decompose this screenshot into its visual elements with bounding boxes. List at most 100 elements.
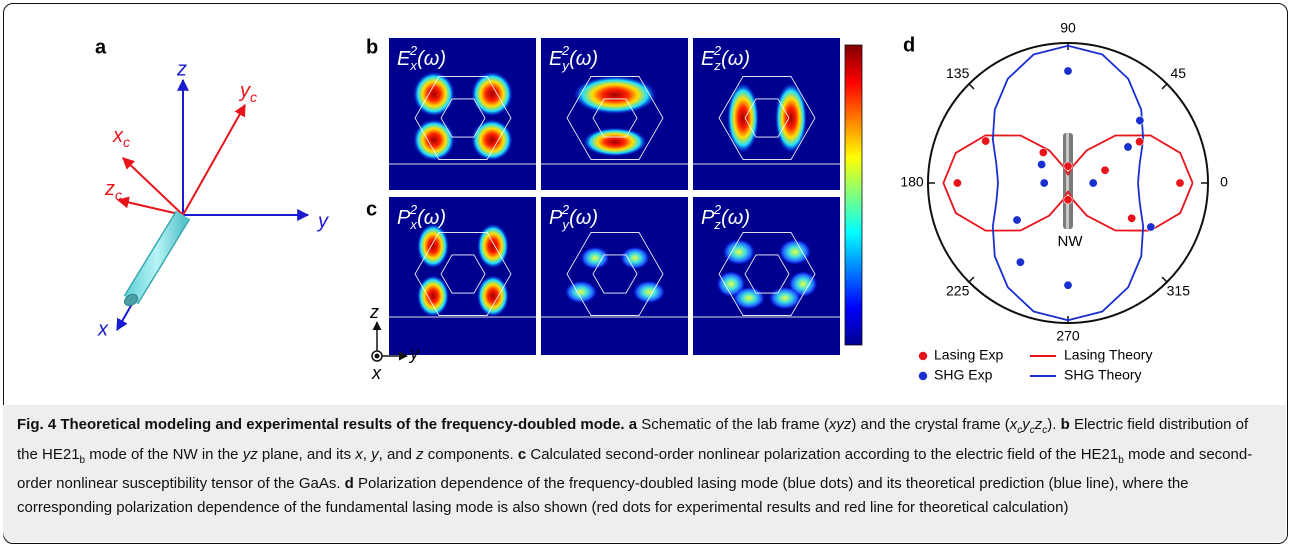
axis-label-base: z (104, 178, 115, 200)
map-label-arg: (ω) (721, 48, 750, 70)
caption-text: ) and the crystal frame ( (851, 416, 1009, 433)
map-label-arg: (ω) (417, 207, 446, 229)
map-label-arg: (ω) (569, 48, 598, 70)
panel-label: b (366, 36, 378, 58)
colorbar (845, 45, 862, 345)
page: Fig. 4 Theoretical modeling and experime… (0, 0, 1293, 548)
field-hotspot (633, 281, 665, 303)
axis-label-sub: c (123, 134, 130, 150)
caption: Fig. 4 Theoretical modeling and experime… (17, 413, 1272, 519)
axis-label: z (369, 302, 379, 322)
caption-text: ). (1047, 416, 1060, 433)
angle-tick-label: 90 (1060, 20, 1076, 36)
angle-tick (1162, 84, 1167, 89)
nanowire-image (1066, 133, 1069, 229)
field-hotspot (723, 239, 755, 265)
legend-label: Lasing Theory (1064, 347, 1152, 363)
data-point (1039, 148, 1047, 156)
field-hotspot (779, 239, 811, 265)
axis-label: y (408, 343, 420, 363)
field-hotspot (583, 128, 647, 157)
data-point (1127, 214, 1135, 222)
data-point (981, 137, 989, 145)
caption-text: xyz (829, 416, 852, 433)
caption-label: d (345, 475, 354, 492)
axis-label: y (316, 210, 329, 232)
caption-text: , and (379, 446, 417, 463)
field-hotspot (621, 247, 650, 269)
data-point (1101, 166, 1109, 174)
map-label: Ex2(ω) (397, 43, 446, 73)
map-label: Py2(ω) (549, 202, 598, 232)
data-point (1064, 162, 1072, 170)
out-of-plane-marker (375, 354, 379, 358)
legend-label: Lasing Exp (934, 347, 1003, 363)
data-point (953, 179, 961, 187)
panel-label: c (366, 198, 377, 220)
caption-text: x (355, 446, 363, 463)
caption-box: Fig. 4 Theoretical modeling and experime… (3, 405, 1286, 542)
field-hotspot (417, 275, 449, 317)
field-hotspot (565, 281, 597, 303)
caption-text: plane, and its (258, 446, 356, 463)
data-point (1176, 179, 1184, 187)
map-label-arg: (ω) (569, 207, 598, 229)
data-point (1064, 281, 1072, 289)
data-point (1147, 223, 1155, 231)
panel-label: a (95, 36, 107, 58)
angle-tick-label: 135 (946, 65, 970, 81)
caption-text: , (363, 446, 371, 463)
axis-label: xc (112, 125, 130, 149)
axis-label: x (371, 363, 382, 383)
field-maps: Ex2(ω)Ey2(ω)Ez2(ω)Px2(ω)Py2(ω)Pz2(ω) (389, 38, 840, 355)
lab-axes (117, 80, 308, 330)
legend-marker (919, 372, 927, 380)
data-point (1064, 67, 1072, 75)
axis-label-sub: c (115, 187, 122, 203)
data-point (1037, 160, 1045, 168)
data-point (1089, 179, 1097, 187)
axis-label: z (176, 58, 187, 80)
angle-tick-label: 270 (1056, 328, 1080, 344)
caption-text: y (371, 446, 379, 463)
nanowire (131, 215, 183, 300)
data-point (1124, 143, 1132, 151)
axis-label: yc (238, 80, 257, 104)
caption-label: a (629, 416, 637, 433)
data-point (1013, 216, 1021, 224)
axis-arrow (123, 158, 183, 215)
map-label: Ez2(ω) (701, 43, 750, 73)
map-label-arg: (ω) (721, 207, 750, 229)
axis-arrow (183, 105, 245, 215)
axis-label: x (97, 318, 109, 340)
map-label: Px2(ω) (397, 202, 446, 232)
data-point (1136, 116, 1144, 124)
figure: a z y x yc xc zc b c Ex2(ω)Ey2(ω)Ez2(ω)P… (0, 0, 1293, 405)
angle-tick-label: 225 (946, 283, 970, 299)
caption-text: Calculated second-order nonlinear polari… (526, 446, 1118, 463)
legend-label: SHG Theory (1064, 367, 1142, 383)
data-point (1016, 258, 1024, 266)
legend-label: SHG Exp (934, 367, 993, 383)
caption-text: mode of the NW in the (85, 446, 243, 463)
angle-tick (969, 277, 974, 282)
field-hotspot (775, 83, 807, 153)
data-point (1135, 138, 1143, 146)
angle-tick (969, 84, 974, 89)
axis-label-sub: c (250, 89, 257, 105)
map-label: Pz2(ω) (701, 202, 750, 232)
map-label-arg: (ω) (417, 48, 446, 70)
angle-tick-label: 0 (1220, 174, 1228, 190)
legend-marker (919, 352, 927, 360)
caption-text: y (1022, 416, 1030, 433)
angle-tick-label: 315 (1167, 283, 1191, 299)
angle-tick (1162, 277, 1167, 282)
axis-label: zc (104, 178, 122, 202)
angle-tick-label: 180 (900, 174, 924, 190)
field-hotspot (477, 275, 509, 317)
caption-title: Fig. 4 Theoretical modeling and experime… (17, 416, 625, 433)
caption-text: Schematic of the lab frame ( (637, 416, 829, 433)
caption-text: components. (424, 446, 518, 463)
field-hotspot (573, 76, 656, 114)
